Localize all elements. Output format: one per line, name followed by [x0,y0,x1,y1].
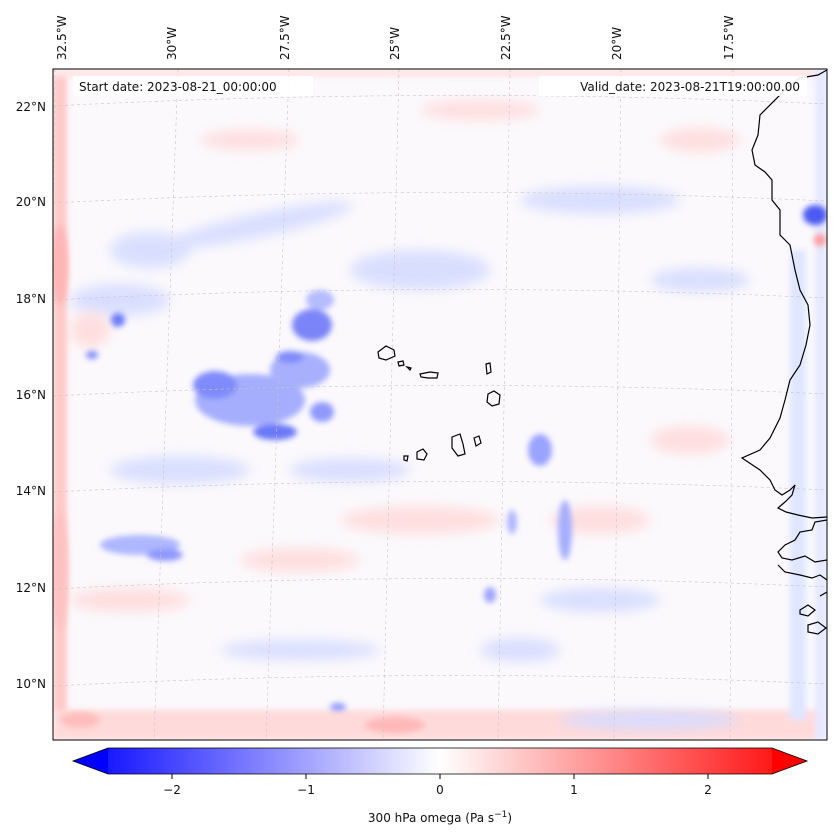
omega-negative-core [86,205,827,711]
lat-label: 20°N [16,195,46,209]
omega-negative-broad [70,186,750,730]
lon-label: 25°W [388,27,402,60]
island-fogo [416,448,428,461]
lon-label: 32.5°W [55,15,69,60]
colorbar-label: 300 hPa omega (Pa s−1) [368,810,512,825]
lat-label: 10°N [16,677,46,691]
colorbar-tick: 2 [704,783,712,797]
lat-label: 16°N [16,388,46,402]
colorbar: −2 −1 0 1 2 300 hPa omega (Pa s−1) [71,747,809,825]
lon-label: 20°W [610,27,624,60]
island-sao-vicente [397,360,405,367]
island-santa-luzia [405,365,412,372]
lon-label: 22.5°W [499,15,513,60]
lon-label: 17.5°W [722,15,736,60]
lon-label: 30°W [165,27,179,60]
island-sal [485,362,492,375]
island-santo-antao [377,345,396,361]
lat-label: 18°N [16,292,46,306]
island-brava [403,455,409,462]
lat-label: 12°N [16,581,46,595]
colorbar-tick: 0 [436,783,444,797]
start-date-text: Start date: 2023-08-21_00:00:00 [79,80,277,94]
map-background [53,69,827,740]
colorbar-min-extension [73,748,108,774]
island-boa-vista [486,390,501,407]
graticule [53,69,827,740]
colorbar-tick: 1 [570,783,578,797]
longitude-labels: 32.5°W 30°W 27.5°W 25°W 22.5°W 20°W 17.5… [55,15,736,60]
colorbar-tick: −1 [297,783,315,797]
omega-positive-core [53,225,826,733]
colorbar-label-close: ) [507,811,512,825]
island-sao-nicolau [419,371,439,379]
valid-date-text: Valid_date: 2023-08-21T19:00:00.00 [580,80,800,94]
omega-positive-broad [70,100,740,612]
lon-label: 27.5°W [278,15,292,60]
cape-verde-islands [377,345,501,462]
colorbar-max-extension [772,748,807,774]
valid-date-box: Valid_date: 2023-08-21T19:00:00.00 [539,76,807,96]
lat-label: 14°N [16,484,46,498]
colorbar-label-main: 300 hPa omega (Pa s [368,811,494,825]
colorbar-label-sup: −1 [494,810,507,820]
colorbar-tick: −2 [163,783,181,797]
map-panel: Start date: 2023-08-21_00:00:00 Valid_da… [53,69,827,740]
latitude-labels: 22°N 20°N 18°N 16°N 14°N 12°N 10°N [16,100,46,691]
lat-label: 22°N [16,100,46,114]
island-maio [473,435,482,447]
map-frame [52,68,828,741]
start-date-box: Start date: 2023-08-21_00:00:00 [73,76,313,96]
colorbar-body [73,748,807,774]
island-santiago [451,433,466,457]
africa-coastline [740,69,827,635]
